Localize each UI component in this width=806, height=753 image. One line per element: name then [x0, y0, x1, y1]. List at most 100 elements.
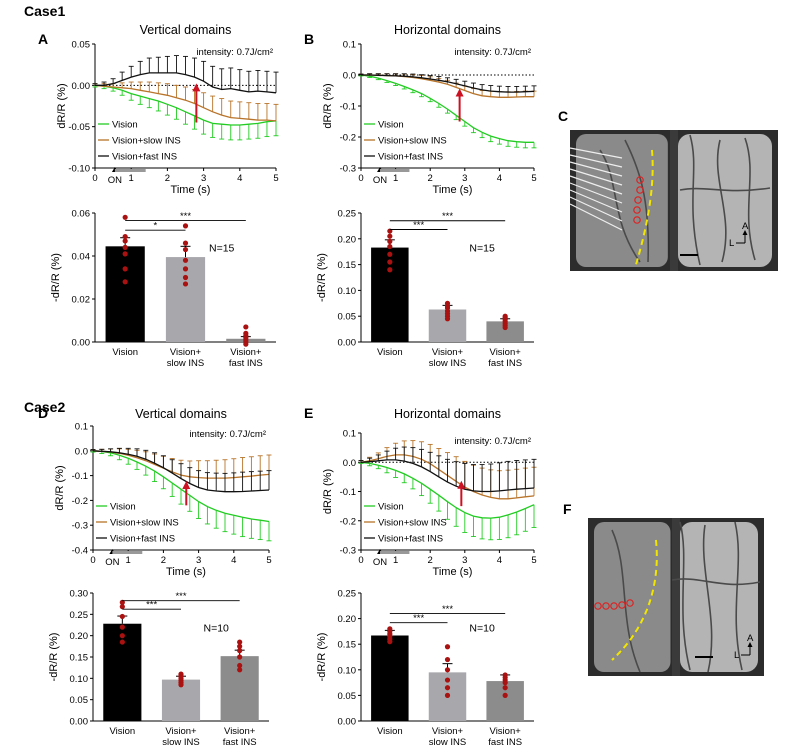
roi-circle [636, 176, 644, 184]
series-fast [90, 447, 272, 493]
data-point [444, 685, 451, 691]
y-axis-label: dR/R (%) [322, 83, 334, 128]
data-point [502, 685, 508, 691]
x-tick-label: 2 [165, 173, 170, 184]
x-tick-label: 1 [129, 173, 134, 184]
x-tick-label: 4 [497, 173, 502, 184]
x-axis-label: Time (s) [166, 566, 206, 578]
data-point [237, 667, 243, 673]
orient-label-a: A [747, 633, 754, 644]
area-border [634, 149, 654, 269]
data-point [237, 662, 243, 669]
vessel [744, 137, 756, 261]
cortex-left [594, 522, 671, 672]
y-tick-label: -0.2 [340, 516, 356, 527]
roi-circle [634, 196, 642, 204]
category-label: slow INS [429, 737, 466, 748]
legend-label-slow: Vision+slow INS [378, 136, 447, 147]
category-label: Vision+ [224, 726, 256, 737]
y-tick-label: 0.25 [338, 209, 357, 220]
category-label: slow INS [162, 737, 199, 748]
x-tick-label: 4 [497, 555, 502, 566]
on-label: ON [105, 557, 119, 568]
legend-label-vision: Vision [110, 502, 136, 513]
legend-label-fast: Vision+fast INS [378, 534, 443, 545]
bar [105, 246, 145, 342]
data-point [182, 240, 189, 246]
x-axis-label: Time (s) [171, 184, 211, 196]
category-label: Vision+ [165, 726, 197, 737]
y-tick-label: -0.3 [340, 546, 356, 557]
on-label: ON [108, 175, 122, 186]
case1-label: Case1 [24, 3, 65, 19]
bar-panel-E: 0.00 0.05 0.10 0.15 0.20 0.25 -dR/R (%) Vision V… [316, 589, 534, 748]
data-point [387, 267, 393, 273]
category-label: Vision+ [230, 347, 262, 358]
y-tick-label: 0.20 [70, 631, 89, 642]
data-point [444, 656, 451, 663]
sig-label: *** [180, 211, 191, 222]
bar-panel-D: 0.00 0.05 0.10 0.15 0.20 0.25 0.30 -dR/R (%) Vis… [48, 589, 269, 748]
orient-label-l: L [734, 650, 739, 661]
y-tick-label: -0.2 [72, 496, 88, 507]
intensity-annotation: intensity: 0.7J/cm² [189, 429, 266, 440]
sig-label: *** [413, 220, 424, 231]
y-tick-label: 0.00 [72, 338, 91, 349]
x-tick-label: 4 [231, 555, 236, 566]
category-label: Vision [377, 347, 403, 358]
y-tick-label: 0.0 [343, 71, 356, 82]
data-point [182, 257, 189, 263]
fiber [569, 161, 623, 177]
bar [486, 321, 524, 342]
series-vision [358, 74, 537, 149]
data-point [237, 639, 243, 645]
x-tick-label: 2 [428, 173, 433, 184]
x-tick-label: 0 [358, 173, 363, 184]
legend-label-vision: Vision [378, 502, 404, 513]
series-line-fast [360, 459, 535, 493]
category-label: fast INS [488, 737, 522, 748]
y-tick-label: 0.10 [338, 665, 357, 676]
sig-label: *** [175, 591, 186, 602]
category-label: slow INS [429, 358, 466, 369]
data-point [444, 644, 451, 650]
vessel [716, 139, 727, 263]
panel-label: F [563, 501, 572, 517]
fiber [569, 203, 623, 231]
cortex-right [680, 522, 758, 672]
chart-title: Horizontal domains [394, 407, 501, 421]
legend-label-fast: Vision+fast INS [110, 534, 175, 545]
data-point [387, 251, 393, 257]
series-vision [90, 450, 272, 542]
fiber [569, 175, 623, 195]
data-point [178, 682, 184, 688]
data-point [119, 639, 125, 645]
x-tick-label: 5 [266, 555, 271, 566]
stim-bar [114, 169, 146, 172]
roi-circle [610, 602, 618, 610]
data-point [122, 279, 128, 285]
data-point [502, 692, 508, 699]
data-point [444, 667, 451, 673]
data-point [444, 692, 451, 699]
y-tick-label: 0.0 [75, 446, 88, 457]
chart-title: Vertical domains [135, 407, 227, 421]
data-point [387, 233, 393, 239]
chart-panel-D: D Vertical domains intensity: 0.7J/cm² -0.4… [38, 405, 272, 578]
bar [103, 623, 142, 721]
n-label: N=10 [203, 622, 229, 634]
chart-title: Vertical domains [140, 23, 232, 37]
roi-circle [602, 602, 610, 610]
x-tick-label: 3 [201, 173, 206, 184]
fiber [569, 154, 623, 168]
data-point [119, 604, 125, 610]
y-axis-label: -dR/R (%) [50, 253, 62, 302]
y-tick-label: 0.04 [72, 252, 91, 263]
chart-panel-A: A Vertical domains intensity: 0.7J/cm² -0.1… [38, 23, 279, 196]
stim-bar [380, 169, 410, 172]
data-point [237, 654, 243, 660]
category-label: fast INS [488, 358, 522, 369]
data-point [444, 316, 451, 322]
series-line-vision [360, 74, 534, 143]
